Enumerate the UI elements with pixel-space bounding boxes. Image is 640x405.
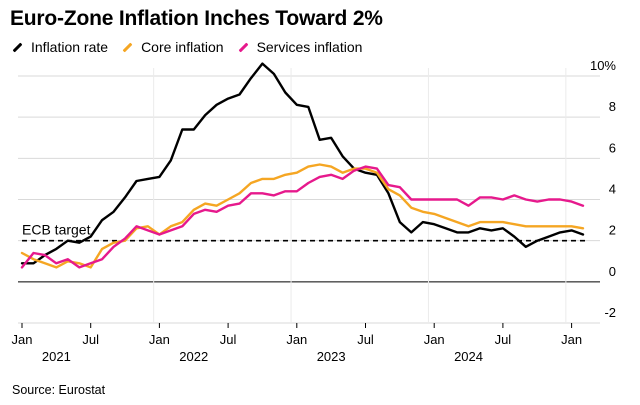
x-year-label: 2024 — [454, 349, 483, 364]
x-tick-label: Jan — [149, 332, 170, 347]
x-year-label: 2022 — [179, 349, 208, 364]
x-tick-label: Jul — [357, 332, 374, 347]
x-tick-label: Jan — [424, 332, 445, 347]
y-tick-label: 10% — [590, 58, 616, 73]
chart-legend: Inflation rate Core inflation Services i… — [12, 38, 376, 56]
series-line-core-inflation — [20, 163, 585, 269]
series-line-services-inflation — [20, 165, 585, 269]
y-tick-label: 4 — [609, 182, 616, 197]
x-tick-label: Jan — [12, 332, 33, 347]
ecb-target-label: ECB target — [22, 222, 91, 238]
x-year-label: 2023 — [317, 349, 346, 364]
legend-item-inflation-rate: Inflation rate — [12, 39, 108, 55]
series-line-inflation-rate — [20, 62, 585, 265]
legend-item-core-inflation: Core inflation — [122, 39, 224, 55]
legend-label-core-inflation: Core inflation — [141, 39, 224, 55]
y-tick-label: 0 — [609, 264, 616, 279]
y-tick-label: 8 — [609, 99, 616, 114]
x-tick-label: Jan — [286, 332, 307, 347]
y-tick-label: 2 — [609, 223, 616, 238]
source-note: Source: Eurostat — [12, 383, 106, 397]
y-tick-label: -2 — [604, 305, 616, 320]
legend-item-services-inflation: Services inflation — [238, 39, 363, 55]
legend-label-inflation-rate: Inflation rate — [31, 39, 109, 55]
legend-label-services-inflation: Services inflation — [256, 39, 363, 55]
x-tick-label: Jul — [82, 332, 99, 347]
x-year-label: 2021 — [42, 349, 71, 364]
x-tick-label: Jul — [220, 332, 237, 347]
x-tick-label: Jul — [495, 332, 512, 347]
chart-title: Euro-Zone Inflation Inches Toward 2% — [10, 7, 383, 30]
x-tick-label: Jan — [561, 332, 582, 347]
y-tick-label: 6 — [609, 140, 616, 155]
